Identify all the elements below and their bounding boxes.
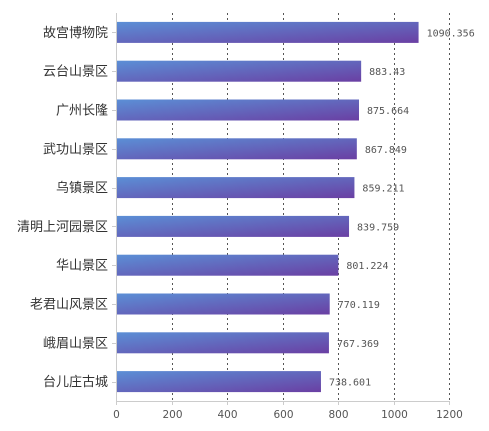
category-label: 乌镇景区: [56, 180, 108, 196]
x-tick-label: 600: [273, 409, 293, 421]
bar: [117, 293, 330, 315]
category-label: 故宫博物院: [43, 26, 108, 41]
bar: [117, 99, 359, 121]
category-label: 华山景区: [56, 259, 108, 274]
bar: [117, 60, 362, 82]
bar: [117, 254, 339, 276]
category-label: 武功山景区: [43, 142, 108, 157]
category-label: 广州长隆: [56, 104, 108, 119]
category-label: 云台山景区: [43, 65, 108, 80]
x-tick-label: 400: [217, 409, 237, 421]
data-label: 770.119: [338, 300, 380, 311]
bar: [117, 332, 329, 354]
bar: [117, 177, 355, 199]
category-label: 台儿庄古城: [43, 374, 108, 390]
x-tick-label: 200: [162, 409, 182, 421]
data-label: 767.369: [337, 339, 379, 350]
x-tick-label: 800: [328, 409, 348, 421]
data-label: 867.849: [365, 145, 407, 156]
bar: [117, 138, 357, 160]
category-label: 峨眉山景区: [43, 336, 108, 351]
data-label: 883.43: [369, 67, 405, 78]
category-label: 清明上河园景区: [17, 220, 108, 235]
data-label: 1090.356: [427, 28, 475, 39]
data-label: 839.759: [357, 222, 399, 233]
axes: [112, 13, 450, 405]
bar: [117, 21, 419, 43]
data-label: 859.211: [362, 184, 404, 195]
bars: [117, 21, 419, 393]
bar: [117, 371, 321, 393]
data-label: 875.664: [367, 106, 409, 117]
data-label: 801.224: [346, 261, 388, 272]
category-label: 老君山风景区: [30, 298, 108, 313]
x-tick-label: 0: [113, 409, 120, 421]
data-label: 738.601: [329, 378, 371, 389]
x-tick-label: 1200: [436, 409, 463, 421]
x-tick-label: 1000: [381, 409, 408, 421]
labels: 0 200 400 600 800 1000 1200 故宫博物院 1090.356 云台山景区 8…: [17, 26, 475, 421]
bar: [117, 215, 350, 237]
